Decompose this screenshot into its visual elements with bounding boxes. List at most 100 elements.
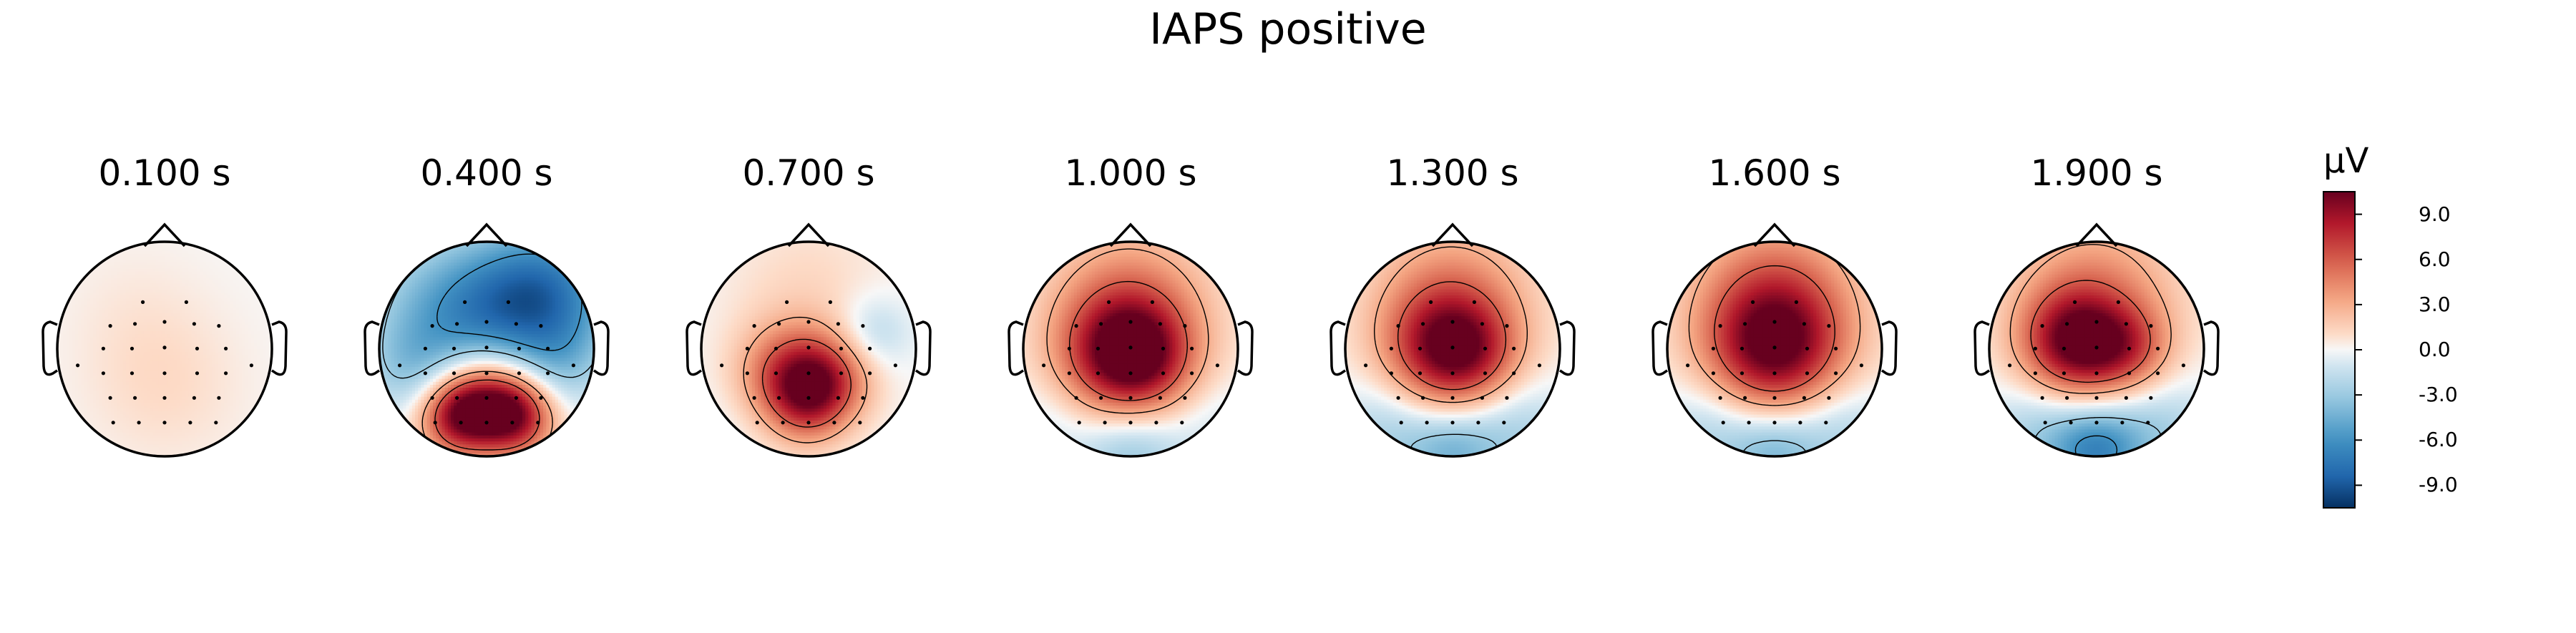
sensor-marker [1505,324,1509,328]
sensor-marker [162,320,167,324]
sensor-marker [1740,371,1745,376]
sensor-marker [1067,346,1071,350]
colorbar-tick-label: 0.0 [2419,340,2451,360]
sensor-marker [1794,300,1798,304]
nose-icon [143,222,186,247]
sensor-marker [455,396,459,400]
sensor-marker [130,346,135,350]
sensor-marker [1074,324,1078,328]
contour-line [1069,280,1188,401]
sensor-marker [1396,324,1400,328]
sensor-marker [484,396,489,400]
left-ear-icon [364,320,380,376]
contour-line [434,379,540,451]
sensor-marker [806,345,811,350]
sensor-marker [1107,300,1111,304]
sensor-marker [777,396,781,400]
sensor-marker [514,396,519,400]
sensor-marker [484,345,489,350]
sensor-marker [868,371,872,376]
head-outline [56,240,273,458]
sensor-marker [836,396,840,400]
sensor-marker [1827,324,1831,328]
sensor-marker [195,371,200,376]
colorbar-unit: µV [2323,141,2368,181]
sensor-marker [2094,396,2099,400]
sensor-marker [162,421,167,425]
sensor-marker [1512,346,1516,350]
sensor-marker [2065,322,2069,326]
sensor-marker [514,322,519,326]
sensor-marker [1099,322,1103,326]
sensor-marker [539,396,543,400]
sensor-marker [546,371,550,376]
sensor-marker [1425,421,1429,425]
colorbar-tick-label: 9.0 [2419,204,2451,225]
sensor-marker [2069,421,2073,425]
sensor-marker [1418,346,1423,350]
sensor-marker [2181,363,2185,368]
right-ear-icon [593,320,610,376]
sensor-marker [430,396,434,400]
topomap-contours [1688,242,1861,456]
sensor-marker [2065,396,2069,400]
sensor-marker [1747,421,1751,425]
sensor-marker [777,322,781,326]
topomap [1008,222,1254,458]
sensor-marker [1042,363,1046,368]
sensor-marker [484,320,489,324]
sensor-marker [1686,363,1690,368]
sensor-marker [430,324,434,328]
sensor-marker [755,421,759,425]
sensor-marker [1421,322,1425,326]
sensor-marker [1183,396,1187,400]
sensor-marker [1711,371,1715,376]
topomap [42,222,288,458]
sensor-marker [1824,421,1828,425]
right-ear-icon [2203,320,2220,376]
sensor-marker [1802,322,1806,326]
topomap-field [1667,242,1882,456]
sensor-marker [839,371,844,376]
sensor-marker [162,371,167,376]
colorbar-tick-label: -9.0 [2419,475,2458,495]
sensor-marker [2062,371,2067,376]
nose-icon [2075,222,2118,247]
head-outline [1344,240,1561,458]
contour-line [1397,281,1507,391]
sensor-marker [774,346,779,350]
sensor-marker [1480,322,1484,326]
sensor-marker [1128,320,1133,324]
sensor-marker [1834,371,1838,376]
sensor-marker [546,346,550,350]
sensor-marker [1399,421,1403,425]
sensor-marker [806,396,811,400]
right-ear-icon [915,320,932,376]
sensor-marker [1429,300,1433,304]
sensor-marker [1103,421,1107,425]
sensor-marker [1798,421,1802,425]
sensor-marker [1802,396,1806,400]
sensor-marker [1805,371,1810,376]
sensor-marker [2124,322,2128,326]
sensor-marker [1480,396,1484,400]
topomap-contours [1046,248,1209,414]
sensor-marker [1772,396,1777,400]
sensor-marker [1150,300,1154,304]
right-ear-icon [1237,320,1254,376]
sensor-marker [2062,346,2067,350]
sensor-marker [1190,346,1194,350]
sensor-marker [2149,324,2153,328]
sensor-marker [536,421,540,425]
sensor-marker [836,322,840,326]
sensor-marker [1158,396,1162,400]
colorbar-tick-label: 3.0 [2419,294,2451,315]
sensor-marker [1805,346,1810,350]
sensor-marker [2094,371,2099,376]
sensor-marker [1718,396,1722,400]
sensor-marker [806,371,811,376]
sensor-marker [571,363,576,368]
sensor-marker [2008,363,2012,368]
sensor-marker [195,346,200,350]
sensor-marker [1476,421,1480,425]
